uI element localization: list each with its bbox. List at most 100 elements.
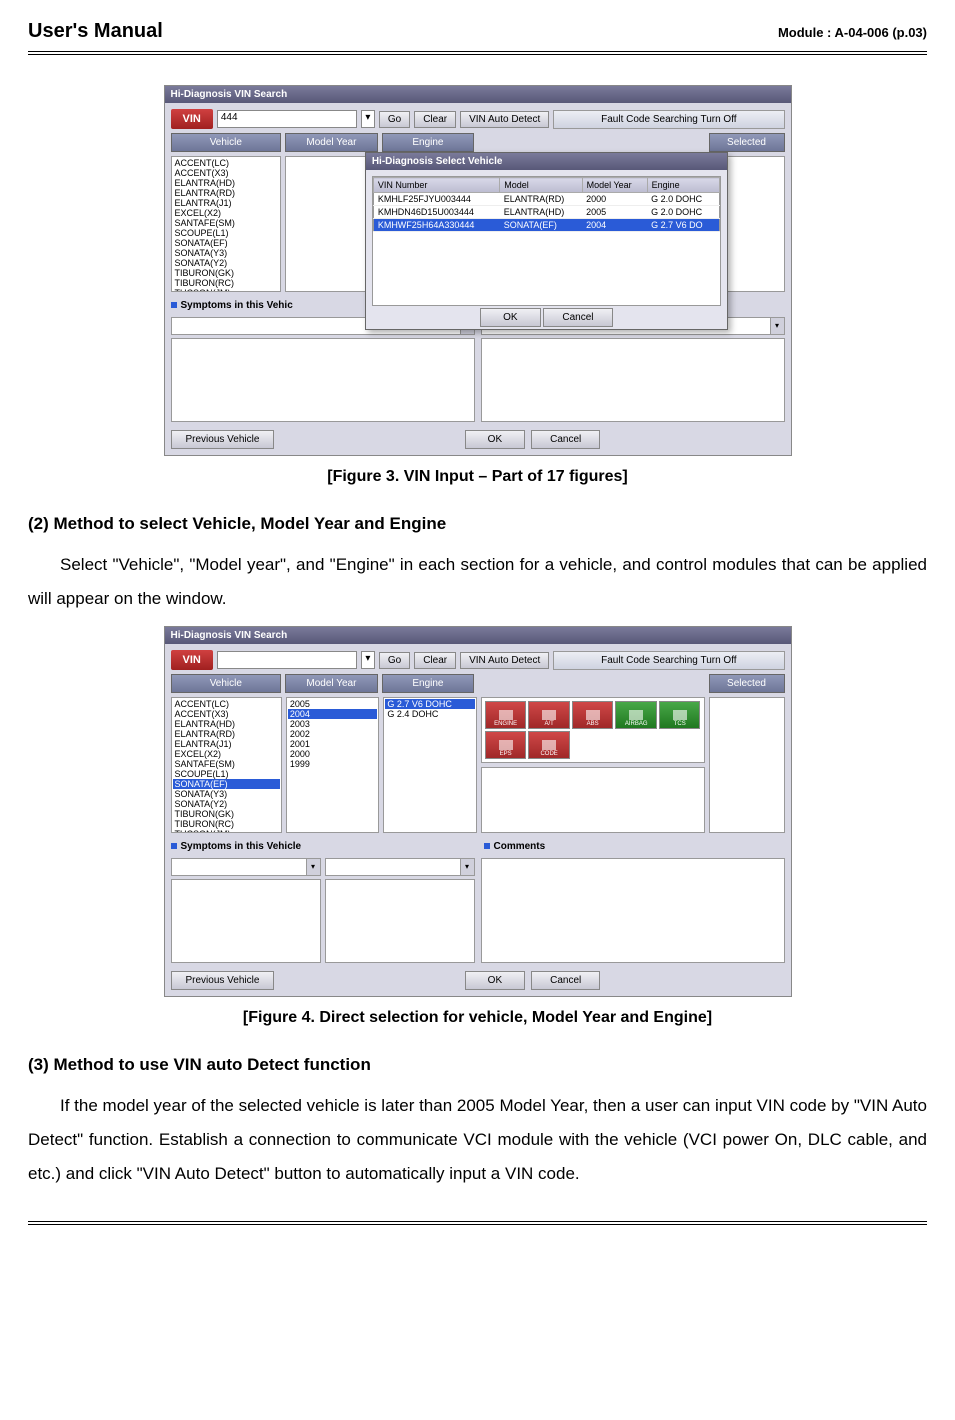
symptom-box-2[interactable] [171,879,321,963]
header-title: User's Manual [28,20,163,43]
symptom-dropdown-3[interactable]: ▾ [325,858,475,876]
list-item[interactable]: 2000 [288,749,377,759]
list-item[interactable]: SANTAFE(SM) [173,218,280,228]
list-item[interactable]: EXCEL(X2) [173,208,280,218]
list-item[interactable]: SONATA(Y2) [173,258,280,268]
list-item[interactable]: 2003 [288,719,377,729]
previous-vehicle-button[interactable]: Previous Vehicle [171,430,275,449]
section-2-text: Select "Vehicle", "Model year", and "Eng… [28,548,927,616]
vin-input[interactable]: 444 [217,110,357,128]
list-item[interactable]: ELANTRA(HD) [173,178,280,188]
list-item[interactable]: SCOUPE(L1) [173,769,280,779]
list-item[interactable]: ACCENT(X3) [173,168,280,178]
list-item[interactable]: TIBURON(GK) [173,809,280,819]
list-item[interactable]: TIBURON(RC) [173,819,280,829]
symptom2-box[interactable] [481,338,785,422]
vin-auto-detect-button-2[interactable]: VIN Auto Detect [460,652,549,669]
list-item[interactable]: SONATA(Y2) [173,799,280,809]
selected-list-2[interactable] [709,697,785,833]
engine-list-2[interactable]: G 2.7 V6 DOHCG 2.4 DOHC [383,697,476,833]
selected-col-header-2: Selected [709,674,785,693]
vin-tab[interactable]: VIN [171,109,213,129]
figure-4-caption: [Figure 4. Direct selection for vehicle,… [28,1009,927,1027]
modules-panel-2: ENGINEA/TABSAIRBAGTCS EPSCODE [481,697,705,833]
list-item[interactable]: TUCSON(JM) [173,288,280,292]
clear-button-2[interactable]: Clear [414,652,456,669]
vehicle-list[interactable]: ACCENT(LC)ACCENT(X3)ELANTRA(HD)ELANTRA(R… [171,156,282,292]
vin-auto-detect-button[interactable]: VIN Auto Detect [460,111,549,128]
go-button-2[interactable]: Go [379,652,410,669]
list-item[interactable]: SONATA(EF) [173,779,280,789]
vin-input-2[interactable] [217,651,357,669]
table-row[interactable]: KMHWF25H64A330444SONATA(EF)2004G 2.7 V6 … [373,219,719,232]
list-item[interactable]: ACCENT(X3) [173,709,280,719]
th-model: Model [500,178,582,193]
year-list-2[interactable]: 2005200420032002200120001999 [286,697,379,833]
vin-search-window-2: Hi-Diagnosis VIN Search VIN ▾ Go Clear V… [164,626,792,997]
symptom-box-3[interactable] [325,879,475,963]
fault-code-button[interactable]: Fault Code Searching Turn Off [553,110,784,129]
list-item[interactable]: ACCENT(LC) [173,699,280,709]
cancel-button[interactable]: Cancel [531,430,600,449]
clear-button[interactable]: Clear [414,111,456,128]
symptom-box[interactable] [171,338,475,422]
list-item[interactable]: ELANTRA(HD) [173,719,280,729]
list-item[interactable]: SONATA(Y3) [173,248,280,258]
vin-dropdown-icon-2[interactable]: ▾ [361,651,375,669]
vin-results-table[interactable]: VIN Number Model Model Year Engine KMHLF… [373,177,720,232]
comments-box[interactable] [481,858,785,963]
list-item[interactable]: ELANTRA(J1) [173,739,280,749]
symptom-dropdown-2[interactable]: ▾ [171,858,321,876]
list-item[interactable]: SANTAFE(SM) [173,759,280,769]
figure-3: Hi-Diagnosis VIN Search VIN 444 ▾ Go Cle… [28,85,927,486]
vin-tab-2[interactable]: VIN [171,650,213,670]
figure-4: Hi-Diagnosis VIN Search VIN ▾ Go Clear V… [28,626,927,1027]
list-item[interactable]: 1999 [288,759,377,769]
modal-titlebar: Hi-Diagnosis Select Vehicle [366,153,727,170]
th-engine: Engine [647,178,719,193]
module-icon[interactable]: ABS [572,701,614,729]
modal-cancel-button[interactable]: Cancel [543,308,612,327]
list-item[interactable]: SONATA(Y3) [173,789,280,799]
list-item[interactable]: SONATA(EF) [173,238,280,248]
module-icon[interactable]: TCS [659,701,701,729]
list-item[interactable]: 2001 [288,739,377,749]
module-icon[interactable]: AIRBAG [615,701,657,729]
go-button[interactable]: Go [379,111,410,128]
page-header: User's Manual Module : A-04-006 (p.03) [28,20,927,55]
module-icon[interactable]: ENGINE [485,701,527,729]
list-item[interactable]: SCOUPE(L1) [173,228,280,238]
table-row[interactable]: KMHDN46D15U003444ELANTRA(HD)2005G 2.0 DO… [373,206,719,219]
module-icon[interactable]: CODE [528,731,570,759]
list-item[interactable]: TUCSON(JM) [173,829,280,833]
list-item[interactable]: ACCENT(LC) [173,158,280,168]
ok-button[interactable]: OK [465,430,525,449]
section-3-text: If the model year of the selected vehicl… [28,1089,927,1191]
table-row[interactable]: KMHLF25FJYU003444ELANTRA(RD)2000G 2.0 DO… [373,193,719,206]
window-titlebar: Hi-Diagnosis VIN Search [165,86,791,103]
list-item[interactable]: TIBURON(GK) [173,268,280,278]
list-item[interactable]: TIBURON(RC) [173,278,280,288]
module-icon[interactable]: EPS [485,731,527,759]
figure-3-caption: [Figure 3. VIN Input – Part of 17 figure… [28,468,927,486]
list-item[interactable]: G 2.7 V6 DOHC [385,699,474,709]
vehicle-list-2[interactable]: ACCENT(LC)ACCENT(X3)ELANTRA(HD)ELANTRA(R… [171,697,282,833]
previous-vehicle-button-2[interactable]: Previous Vehicle [171,971,275,990]
ok-button-2[interactable]: OK [465,971,525,990]
list-item[interactable]: ELANTRA(RD) [173,188,280,198]
engine-col-header-2: Engine [382,674,475,693]
list-item[interactable]: 2002 [288,729,377,739]
list-item[interactable]: 2005 [288,699,377,709]
list-item[interactable]: ELANTRA(J1) [173,198,280,208]
vin-dropdown-icon[interactable]: ▾ [361,110,375,128]
module-icon-grid[interactable]: ENGINEA/TABSAIRBAGTCS EPSCODE [481,697,705,763]
module-icon[interactable]: A/T [528,701,570,729]
modal-ok-button[interactable]: OK [480,308,540,327]
fault-code-button-2[interactable]: Fault Code Searching Turn Off [553,651,784,670]
list-item[interactable]: 2004 [288,709,377,719]
list-item[interactable]: EXCEL(X2) [173,749,280,759]
select-vehicle-modal: Hi-Diagnosis Select Vehicle VIN Number M… [365,152,728,330]
list-item[interactable]: ELANTRA(RD) [173,729,280,739]
cancel-button-2[interactable]: Cancel [531,971,600,990]
list-item[interactable]: G 2.4 DOHC [385,709,474,719]
